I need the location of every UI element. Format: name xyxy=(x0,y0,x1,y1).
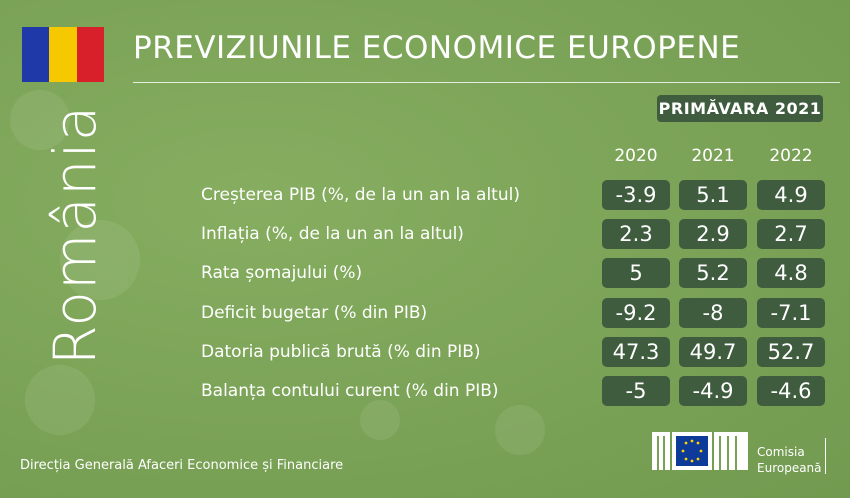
value-cell: 2.9 xyxy=(679,219,747,250)
row-label: Deficit bugetar (% din PIB) xyxy=(201,302,428,323)
edition-badge: PRIMĂVARA 2021 xyxy=(657,95,823,122)
department: Direcția Generală Afaceri Economice și F… xyxy=(20,458,344,473)
value-cell: -4.6 xyxy=(757,376,825,406)
column-header: 2021 xyxy=(691,146,735,166)
value-cell: -8 xyxy=(679,297,747,328)
value-cell: 4.9 xyxy=(757,180,825,210)
logo-divider xyxy=(825,438,826,474)
title: PREVIZIUNILE ECONOMICE EUROPENE xyxy=(133,30,741,66)
value-cell: 5.1 xyxy=(679,180,747,210)
value-cell: -4.9 xyxy=(679,376,747,406)
value-cell: 2.7 xyxy=(757,219,825,250)
logo-text: Comisia xyxy=(757,445,805,459)
value-cell: 4.8 xyxy=(757,258,825,289)
value-cell: 47.3 xyxy=(602,336,670,367)
eu-logo xyxy=(652,432,748,470)
row-label: Rata șomajului (%) xyxy=(201,263,363,284)
value-cell: -3.9 xyxy=(602,180,670,210)
value-cell: 5.2 xyxy=(679,258,747,289)
country-name: România xyxy=(41,104,109,366)
column-header: 2022 xyxy=(769,146,813,166)
row-label: Datoria publică brută (% din PIB) xyxy=(201,341,481,362)
value-cell: -9.2 xyxy=(602,297,670,328)
row-label: Balanța contului curent (% din PIB) xyxy=(201,381,499,401)
value-cell: 2.3 xyxy=(602,219,670,250)
logo-text: Europeană xyxy=(757,461,822,475)
value-cell: 49.7 xyxy=(679,336,747,367)
row-label: Inflația (%, de la un an la altul) xyxy=(201,224,464,245)
value-cell: 52.7 xyxy=(757,336,825,367)
title-rule xyxy=(133,82,840,83)
value-cell: 5 xyxy=(602,258,670,289)
row-label: Creșterea PIB (%, de la un an la altul) xyxy=(201,185,520,205)
column-header: 2020 xyxy=(614,146,658,166)
value-cell: -7.1 xyxy=(757,297,825,328)
value-cell: -5 xyxy=(602,376,670,406)
